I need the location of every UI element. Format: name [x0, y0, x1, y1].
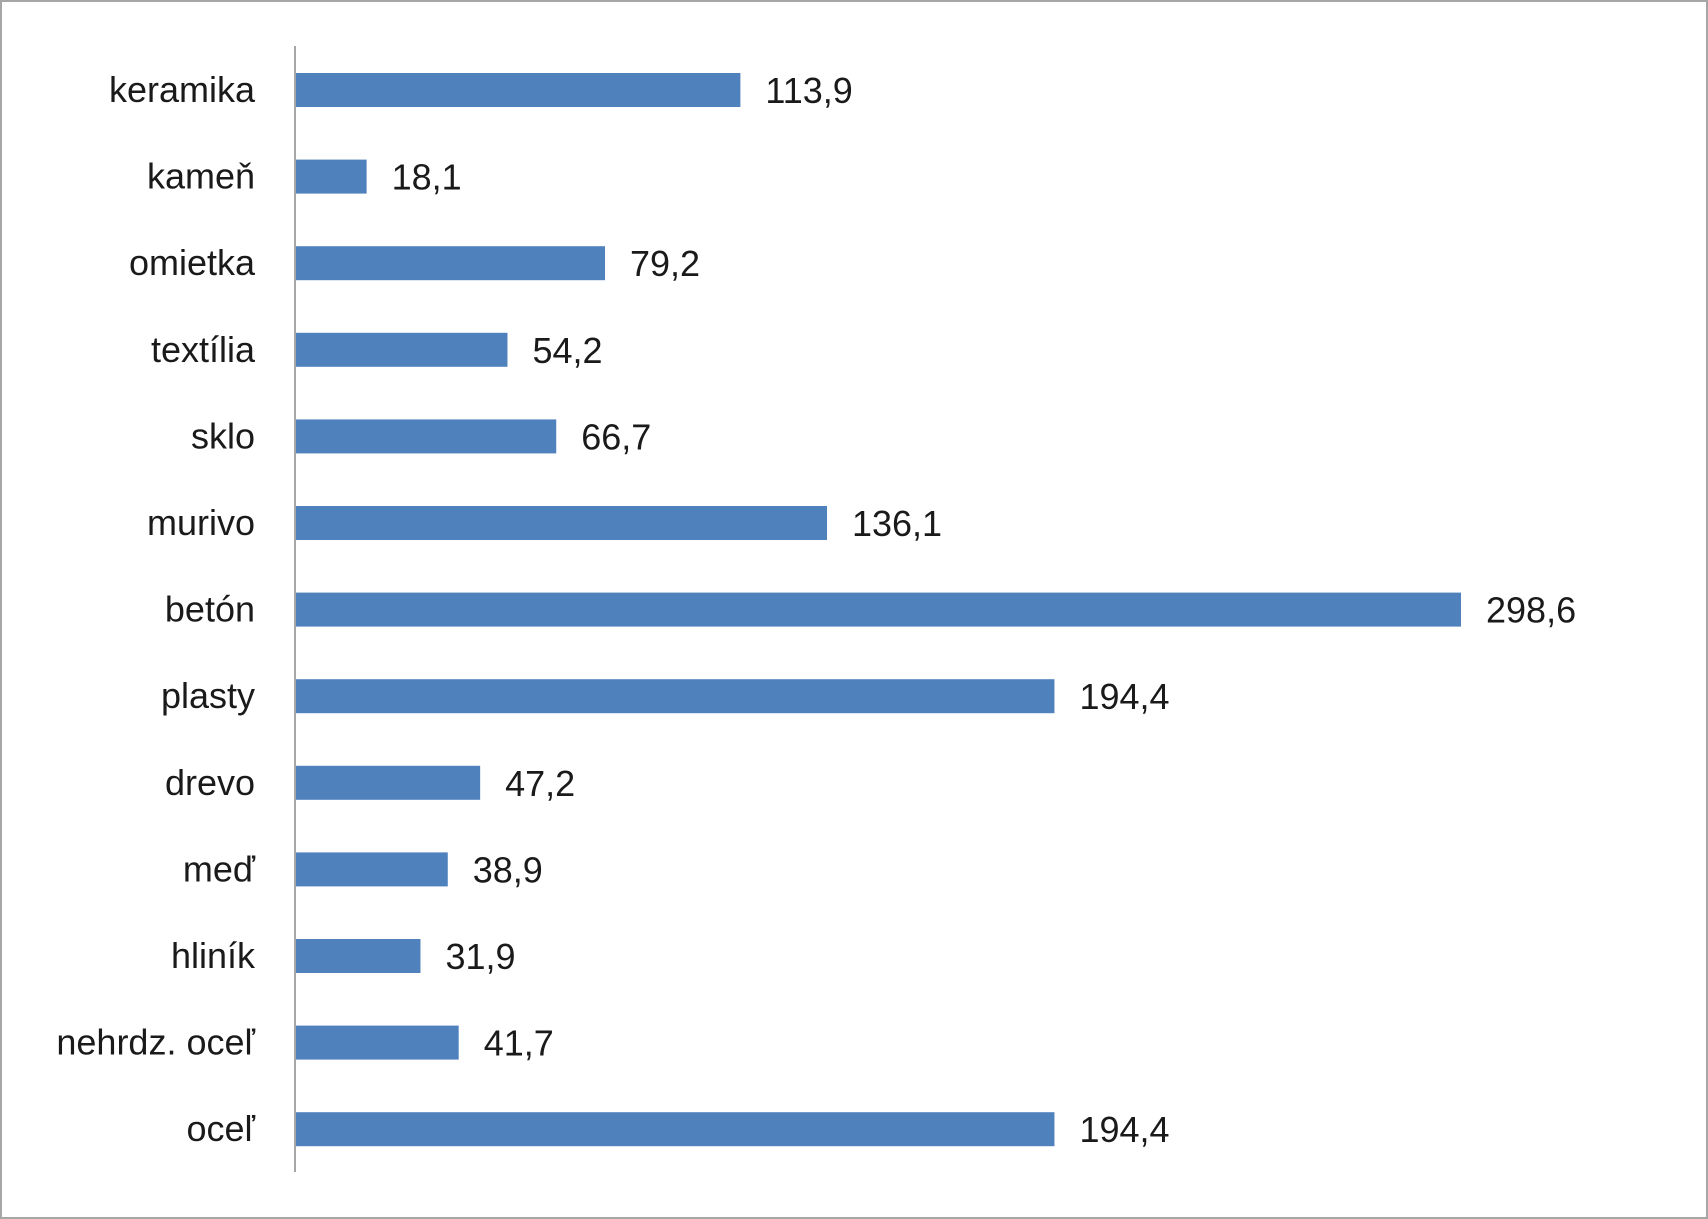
- bar-4: [296, 419, 557, 454]
- category-label: keramika: [109, 69, 256, 110]
- category-label: kameň: [147, 156, 255, 197]
- value-label: 79,2: [630, 243, 700, 284]
- value-label: 18,1: [392, 157, 462, 198]
- bar-2: [296, 246, 606, 281]
- bar-10: [296, 939, 421, 973]
- value-label: 38,9: [473, 849, 543, 890]
- category-label: hliník: [171, 935, 256, 976]
- bars-group: [296, 73, 1461, 1147]
- bar-1: [296, 159, 367, 194]
- value-label: 194,4: [1079, 1109, 1169, 1150]
- category-label: plasty: [161, 675, 255, 716]
- bar-0: [296, 73, 741, 107]
- value-label: 113,9: [765, 70, 852, 111]
- category-label: omietka: [129, 242, 256, 283]
- category-label: murivo: [147, 502, 255, 543]
- bar-3: [296, 332, 508, 367]
- value-label: 31,9: [445, 936, 515, 977]
- value-label: 66,7: [581, 416, 651, 457]
- value-label: 47,2: [505, 763, 575, 804]
- bar-11: [296, 1025, 459, 1060]
- value-label: 54,2: [532, 330, 602, 371]
- bar-8: [296, 765, 481, 800]
- value-label: 136,1: [852, 503, 942, 544]
- category-label: sklo: [191, 415, 255, 456]
- category-label: oceľ: [186, 1108, 255, 1149]
- category-label: betón: [165, 589, 255, 630]
- value-label: 41,7: [484, 1023, 554, 1064]
- value-label: 194,4: [1079, 676, 1169, 717]
- bar-9: [296, 852, 448, 887]
- category-label: textília: [151, 329, 256, 370]
- category-label: drevo: [165, 762, 255, 803]
- category-labels-group: keramika kameň omietka textília sklo murivo be…: [56, 69, 256, 1149]
- bar-5: [296, 506, 827, 540]
- value-label: 298,6: [1486, 590, 1576, 631]
- bar-12: [296, 1112, 1055, 1147]
- value-labels-group: 113,9 18,1 79,2 54,2 66,7 136,1 298,6 194,4 47,2…: [392, 70, 1576, 1150]
- bar-7: [296, 679, 1055, 714]
- category-label: nehrdz. oceľ: [56, 1022, 255, 1063]
- bar-6: [296, 592, 1461, 627]
- category-label: meď: [183, 848, 256, 889]
